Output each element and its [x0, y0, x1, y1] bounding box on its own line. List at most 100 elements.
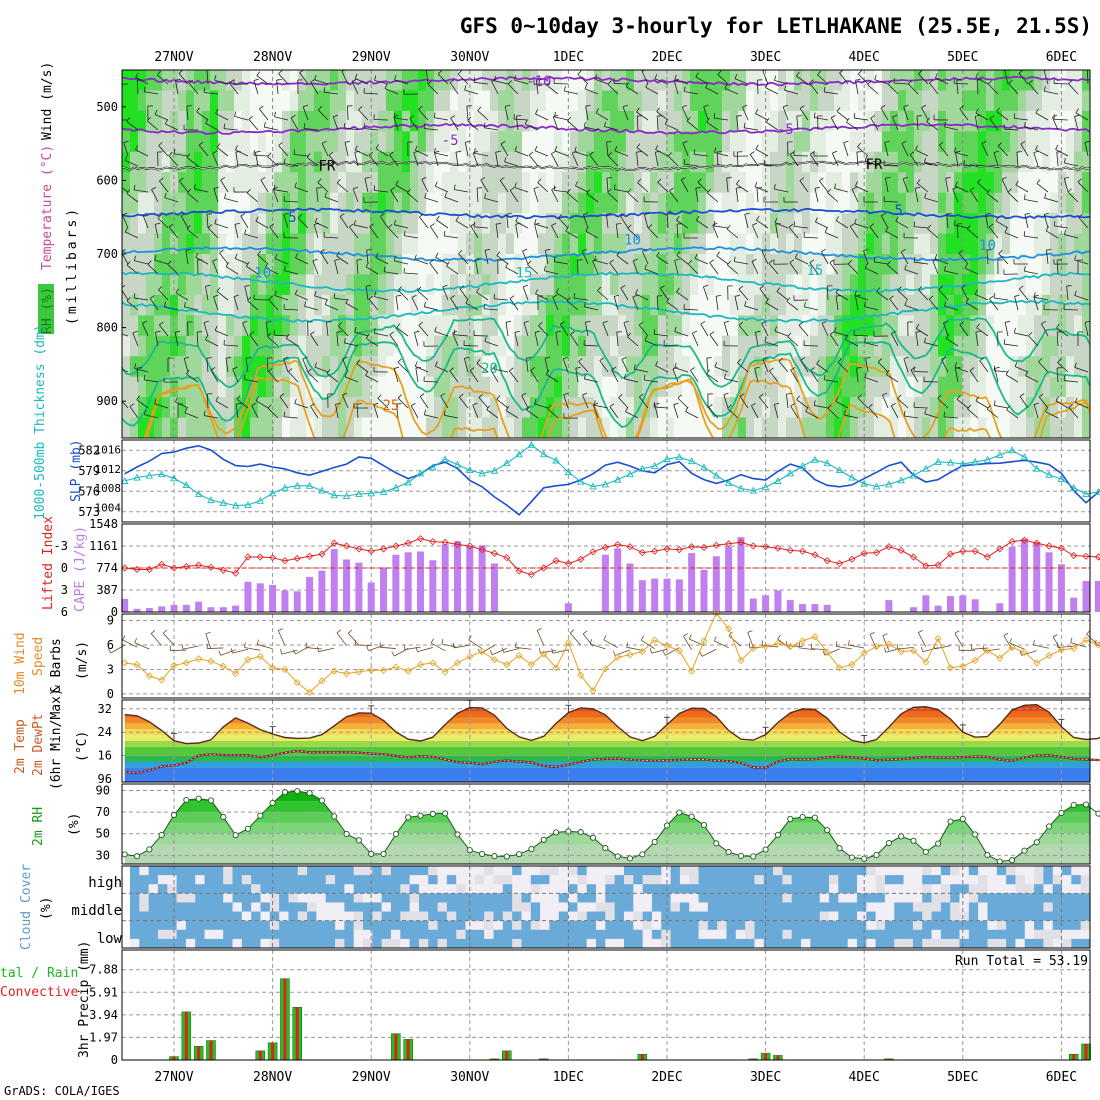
rh-cell — [626, 356, 635, 378]
wind-barb-flag — [302, 356, 308, 360]
temp2m-label-4: (°C) — [75, 731, 90, 762]
wind-barb — [717, 74, 729, 85]
wind-barb-flag — [843, 410, 846, 416]
rh-cell — [402, 335, 411, 357]
wind-barb-flag — [154, 398, 157, 405]
thickness-point — [490, 466, 499, 474]
rh-cell — [186, 233, 195, 255]
cape-bar — [934, 605, 942, 612]
wind-barb-flag — [884, 140, 890, 143]
rh-cell — [850, 397, 859, 419]
rh-cell — [970, 356, 979, 378]
cape-bar — [959, 595, 967, 612]
rh-cell — [1018, 397, 1027, 419]
thickness-point — [1045, 470, 1053, 478]
wind-barb-flag — [1013, 113, 1016, 119]
rh-cell — [754, 417, 763, 438]
rh-cell — [546, 192, 555, 214]
rh-cell — [978, 233, 987, 255]
wind10m-barb-flag — [1009, 638, 1013, 644]
wind-barb — [742, 106, 749, 121]
wind-barb — [1053, 83, 1069, 85]
wind-barb-flag — [1045, 226, 1050, 231]
wind-barb-flag — [1074, 362, 1077, 368]
rh-cell — [426, 417, 435, 438]
rh-cell — [130, 172, 139, 194]
wind-barb — [884, 142, 889, 157]
wind-barb-flag — [700, 321, 706, 325]
li-tick-label: 3 — [61, 583, 68, 597]
rh-cell — [978, 90, 987, 112]
rh-cell — [786, 417, 795, 438]
rh-cell — [746, 376, 755, 398]
rh-cell — [634, 233, 643, 255]
rh-cell — [746, 192, 755, 214]
rh-cell — [1074, 131, 1083, 153]
thickness-point — [675, 453, 684, 461]
rh-cell — [834, 90, 843, 112]
wind-barb-flag — [938, 285, 943, 290]
wind-barb-flag — [716, 295, 722, 297]
rh-cell — [810, 254, 819, 276]
rh-cell — [930, 233, 939, 255]
rh-cell — [282, 131, 291, 153]
wind-barb — [136, 399, 149, 409]
rh-cell — [594, 90, 603, 112]
dewpoint-line-inner — [124, 750, 1100, 774]
wind-barb-flag — [915, 331, 921, 333]
rh-cell — [1082, 110, 1090, 132]
rh-cell — [610, 417, 619, 438]
rh-cell — [1010, 192, 1019, 214]
wind-barb — [154, 224, 159, 239]
rh-cell — [274, 233, 283, 255]
wind-barb-flag — [924, 408, 927, 414]
rh-cell — [458, 233, 467, 255]
wind-barb — [500, 143, 509, 157]
wind-barb — [877, 361, 889, 373]
wind-barb-flag — [1057, 358, 1062, 363]
wind-barb — [394, 79, 409, 85]
top-date-label: 5DEC — [947, 50, 978, 65]
rh-cell — [418, 90, 427, 112]
wind-barb-flag — [570, 331, 575, 335]
wind-barb-flag — [642, 248, 648, 252]
wind-barb — [766, 121, 779, 131]
wind-barb — [709, 262, 719, 275]
wind-barb-flag — [969, 367, 975, 371]
rh-cell — [490, 274, 499, 296]
rh-cell — [298, 233, 307, 255]
lifted-index-point — [367, 547, 375, 555]
rh-cell — [714, 233, 723, 255]
thickness-point — [281, 483, 289, 491]
wind-barb-flag — [900, 248, 906, 253]
wind-barb-flag — [354, 73, 358, 79]
rh-cell — [210, 131, 219, 153]
rh-cell — [482, 151, 491, 173]
rh-cell — [706, 172, 715, 194]
rh-cell — [1058, 315, 1067, 337]
rh-cell — [362, 90, 371, 112]
wind-barb — [446, 265, 459, 275]
wind-barb — [126, 193, 139, 203]
rh-cell — [970, 376, 979, 398]
rh-cell — [530, 417, 539, 438]
rh-legend-swatch — [38, 284, 54, 334]
rh-cell — [250, 90, 259, 112]
wind10m-barb — [318, 647, 335, 653]
rh-cell — [354, 254, 363, 276]
rh-cell — [178, 294, 187, 316]
wind10m-barb — [281, 649, 298, 655]
rh-cell — [538, 254, 547, 276]
wind-barb — [945, 178, 949, 193]
wind-barb — [993, 152, 999, 167]
wind-speed-point — [527, 660, 535, 669]
wind-barb — [726, 228, 739, 239]
rh-cell — [602, 213, 611, 235]
rh-cell — [962, 90, 971, 112]
rh-cell — [514, 233, 523, 255]
rh-cell — [930, 376, 939, 398]
rh-cell — [234, 417, 243, 438]
wind-barb-flag — [891, 330, 896, 335]
wind-barb — [789, 154, 799, 167]
